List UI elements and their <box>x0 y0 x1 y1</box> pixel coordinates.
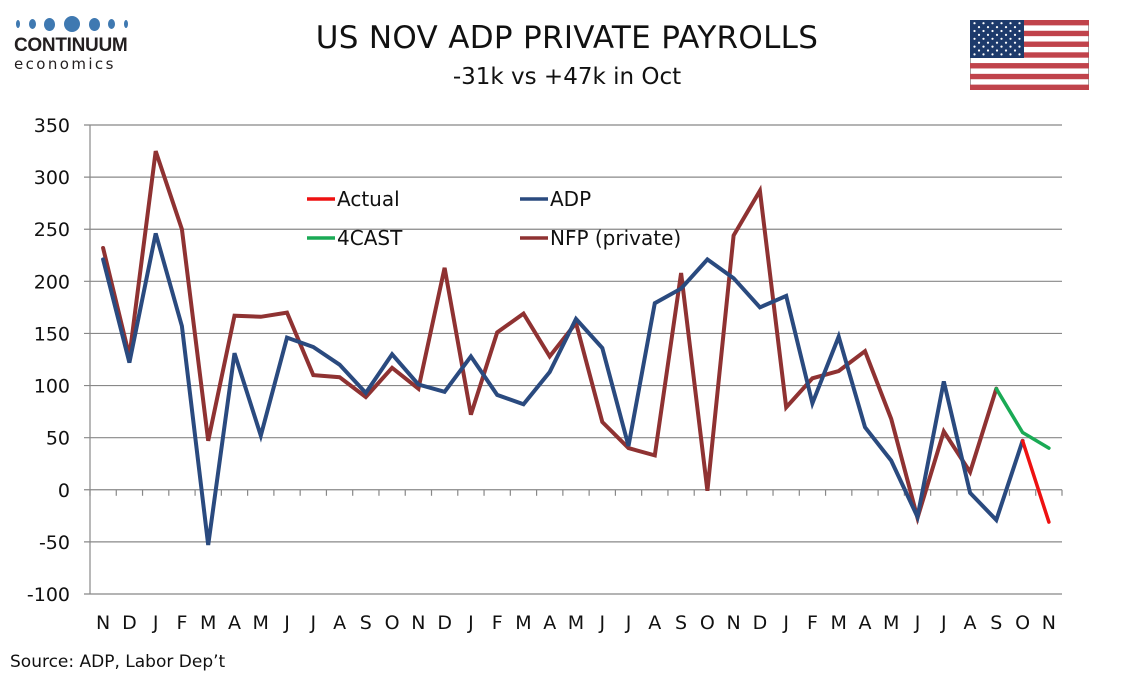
y-tick-label: 300 <box>34 167 70 189</box>
x-tick-label: O <box>385 612 400 634</box>
x-tick-label: D <box>437 612 452 634</box>
x-tick-label: A <box>648 612 661 634</box>
x-tick-label: M <box>515 612 531 634</box>
x-tick-label: J <box>782 612 789 634</box>
x-tick-label: A <box>228 612 241 634</box>
x-tick-label: M <box>200 612 216 634</box>
x-tick-label: D <box>122 612 137 634</box>
legend-label: NFP (private) <box>550 226 681 250</box>
series-actual <box>1020 439 1051 524</box>
x-tick-label: S <box>990 612 1002 634</box>
x-tick-label: F <box>807 612 818 634</box>
x-tick-label: M <box>253 612 269 634</box>
x-tick-label: J <box>914 612 921 634</box>
y-tick-label: 50 <box>46 428 70 450</box>
x-tick-label: J <box>309 612 316 634</box>
legend-item-forecast: 4CAST <box>307 226 403 250</box>
x-tick-label: F <box>176 612 187 634</box>
y-tick-label: 100 <box>34 376 70 398</box>
x-tick-label: N <box>727 612 741 634</box>
series-forecast <box>994 386 1051 450</box>
chart-subtitle: -31k vs +47k in Oct <box>452 64 682 90</box>
chart-title: US NOV ADP PRIVATE PAYROLLS <box>315 20 819 56</box>
legend: Actual ADP 4CAST NFP (private) <box>307 187 681 250</box>
series-lines <box>101 150 1051 546</box>
x-tick-label: O <box>700 612 715 634</box>
y-tick-label: 250 <box>34 219 70 241</box>
x-tick-label: J <box>283 612 290 634</box>
x-tick-label: O <box>1015 612 1030 634</box>
y-tick-label: -100 <box>27 584 70 606</box>
legend-label: Actual <box>337 187 400 211</box>
us-flag-icon <box>970 20 1089 90</box>
x-tick-label: M <box>830 612 846 634</box>
x-tick-label: J <box>467 612 474 634</box>
x-tick-label: A <box>543 612 556 634</box>
x-tick-label: D <box>753 612 768 634</box>
x-tick-label: J <box>598 612 605 634</box>
x-tick-label: N <box>96 612 110 634</box>
x-tick-label: N <box>1042 612 1056 634</box>
series-line-forecast <box>994 386 1051 450</box>
y-tick-label: 0 <box>58 480 70 502</box>
series-line-actual <box>1020 439 1051 524</box>
x-tick-label: F <box>492 612 503 634</box>
x-tick-label: J <box>152 612 159 634</box>
legend-label: ADP <box>550 187 591 211</box>
legend-label: 4CAST <box>337 226 403 250</box>
x-tick-label: S <box>360 612 372 634</box>
x-tick-label: J <box>940 612 947 634</box>
x-tick-label: M <box>883 612 899 634</box>
legend-item-nfp: NFP (private) <box>520 226 681 250</box>
gridlines <box>84 124 1062 595</box>
x-tick-label: S <box>675 612 687 634</box>
x-tick-label: A <box>964 612 977 634</box>
x-tick-label: J <box>625 612 632 634</box>
y-tick-label: 200 <box>34 271 70 293</box>
x-tick-label: A <box>333 612 346 634</box>
x-tick-label: A <box>858 612 871 634</box>
y-tick-label: 150 <box>34 323 70 345</box>
y-tick-label: 350 <box>34 115 70 137</box>
logo-subtext: economics <box>14 55 116 73</box>
x-tick-label: M <box>568 612 584 634</box>
logo-dots-icon <box>16 14 128 34</box>
legend-item-actual: Actual <box>307 187 400 211</box>
x-tick-label: N <box>411 612 425 634</box>
y-tick-label: -50 <box>39 532 70 554</box>
logo-wordmark: CONTINUUM <box>14 35 128 56</box>
series-line-adp <box>101 232 1025 546</box>
continuum-economics-logo: CONTINUUM economics <box>14 14 134 72</box>
legend-item-adp: ADP <box>520 187 591 211</box>
series-adp <box>101 232 1025 546</box>
source-note: Source: ADP, Labor Dep’t <box>10 652 226 672</box>
